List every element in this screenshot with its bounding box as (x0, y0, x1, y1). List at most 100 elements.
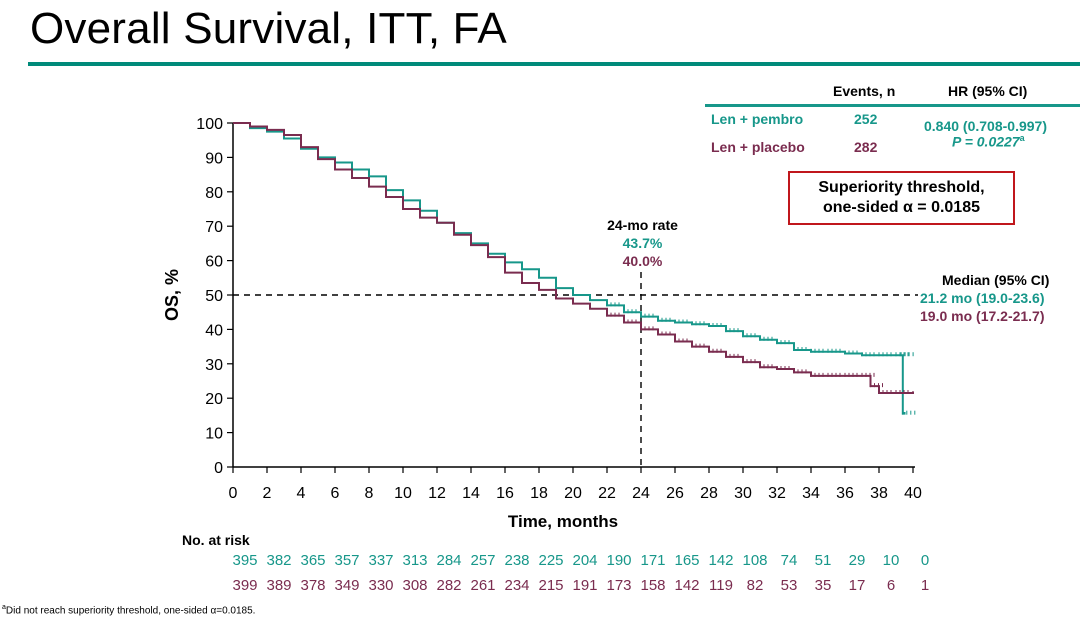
at-risk-pembro-value: 74 (781, 552, 798, 569)
footnote: aDid not reach superiority threshold, on… (2, 604, 255, 616)
x-tick-label: 10 (394, 485, 412, 502)
x-tick-label: 24 (632, 485, 650, 502)
at-risk-pembro-value: 190 (606, 552, 631, 569)
landmark-rate-annotation: 24-mo rate 43.7% 40.0% (600, 216, 685, 270)
at-risk-placebo-value: 234 (504, 577, 529, 594)
at-risk-pembro-value: 337 (368, 552, 393, 569)
at-risk-placebo-value: 6 (887, 577, 895, 594)
x-tick-label: 20 (564, 485, 582, 502)
x-tick-label: 18 (530, 485, 548, 502)
x-tick-label: 28 (700, 485, 718, 502)
at-risk-placebo-value: 158 (640, 577, 665, 594)
at-risk-placebo-value: 282 (436, 577, 461, 594)
at-risk-placebo-value: 215 (538, 577, 563, 594)
legend-placebo-label: Len + placebo (711, 139, 805, 155)
at-risk-placebo-value: 308 (402, 577, 427, 594)
x-tick-label: 22 (598, 485, 616, 502)
x-tick-label: 36 (836, 485, 854, 502)
at-risk-pembro-value: 51 (815, 552, 832, 569)
x-tick-label: 16 (496, 485, 514, 502)
x-tick-label: 30 (734, 485, 752, 502)
threshold-line-2: one-sided α = 0.0185 (822, 199, 980, 216)
legend-pembro-label: Len + pembro (711, 111, 804, 127)
landmark-rate-title: 24-mo rate (607, 217, 678, 233)
at-risk-pembro-value: 257 (470, 552, 495, 569)
x-tick-label: 34 (802, 485, 820, 502)
median-annotation: Median (95% CI) 21.2 mo (19.0-23.6) 19.0… (920, 271, 1080, 325)
y-tick-label: 50 (205, 288, 223, 305)
at-risk-title: No. at risk (182, 532, 250, 548)
footnote-mark: a (2, 604, 6, 611)
at-risk-pembro-value: 313 (402, 552, 427, 569)
y-tick-label: 80 (205, 185, 223, 202)
at-risk-placebo-value: 389 (266, 577, 291, 594)
events-header: Events, n (833, 83, 896, 99)
legend-divider (705, 104, 1080, 107)
x-axis-label: Time, months (508, 512, 618, 531)
y-tick-label: 100 (196, 116, 223, 133)
at-risk-placebo-value: 119 (709, 577, 733, 594)
at-risk-placebo-value: 330 (368, 577, 393, 594)
x-tick-label: 26 (666, 485, 684, 502)
at-risk-pembro-value: 365 (300, 552, 325, 569)
at-risk-pembro-value: 142 (708, 552, 733, 569)
x-tick-label: 8 (365, 485, 374, 502)
p-value-text: P = 0.0227 (952, 133, 1020, 150)
y-tick-label: 10 (205, 426, 223, 443)
slide-title: Overall Survival, ITT, FA (30, 4, 507, 53)
landmark-rate-placebo: 40.0% (622, 253, 663, 269)
x-tick-label: 14 (462, 485, 480, 502)
y-tick-label: 0 (214, 460, 223, 477)
median-title: Median (95% CI) (942, 272, 1050, 288)
x-tick-label: 12 (428, 485, 446, 502)
p-value-footnote-mark: a (1019, 133, 1025, 143)
at-risk-pembro-value: 225 (538, 552, 563, 569)
at-risk-pembro-value: 108 (742, 552, 767, 569)
y-axis-label: OS, % (162, 269, 182, 321)
at-risk-pembro-value: 165 (674, 552, 699, 569)
at-risk-pembro-value: 0 (921, 552, 929, 569)
at-risk-pembro-value: 395 (232, 552, 257, 569)
axis-labels: Time, months OS, % (162, 269, 618, 531)
hazard-ratio-value: 0.840 (0.708-0.997) (924, 118, 1047, 134)
y-tick-label: 70 (205, 219, 223, 236)
threshold-line-1: Superiority threshold, (818, 179, 985, 196)
at-risk-placebo-value: 191 (572, 577, 597, 594)
median-pembro: 21.2 mo (19.0-23.6) (920, 290, 1045, 306)
superiority-threshold-box: Superiority threshold, one-sided α = 0.0… (788, 171, 1015, 225)
at-risk-placebo-value: 1 (921, 577, 929, 594)
legend-placebo-events: 282 (854, 139, 878, 155)
footnote-text: Did not reach superiority threshold, one… (5, 605, 256, 617)
at-risk-pembro-value: 204 (572, 552, 597, 569)
at-risk-pembro-value: 238 (504, 552, 529, 569)
x-tick-label: 2 (263, 485, 272, 502)
median-placebo: 19.0 mo (17.2-21.7) (920, 308, 1045, 324)
at-risk-placebo-value: 173 (606, 577, 631, 594)
y-tick-label: 90 (205, 150, 223, 167)
at-risk-pembro-value: 357 (334, 552, 359, 569)
pembro-curve (233, 122, 906, 415)
at-risk-pembro-value: 284 (436, 552, 461, 569)
placebo-curve (233, 122, 914, 395)
at-risk-pembro-value: 29 (849, 552, 866, 569)
p-value: P = 0.0227a (952, 133, 1025, 150)
reference-lines (233, 272, 918, 467)
at-risk-placebo-value: 261 (470, 577, 495, 594)
at-risk-placebo-value: 53 (781, 577, 798, 594)
survival-curves (233, 122, 916, 415)
at-risk-placebo-value: 399 (232, 577, 257, 594)
x-tick-label: 4 (297, 485, 306, 502)
at-risk-placebo-value: 82 (747, 577, 764, 594)
at-risk-pembro-value: 10 (883, 552, 900, 569)
x-tick-label: 38 (870, 485, 888, 502)
title-divider (28, 62, 1080, 66)
at-risk-placebo-value: 142 (674, 577, 699, 594)
y-tick-label: 40 (205, 322, 223, 339)
x-tick-label: 32 (768, 485, 786, 502)
x-tick-label: 40 (904, 485, 922, 502)
legend-pembro-events: 252 (854, 111, 878, 127)
x-tick-label: 6 (331, 485, 340, 502)
hr-header: HR (95% CI) (948, 83, 1028, 99)
